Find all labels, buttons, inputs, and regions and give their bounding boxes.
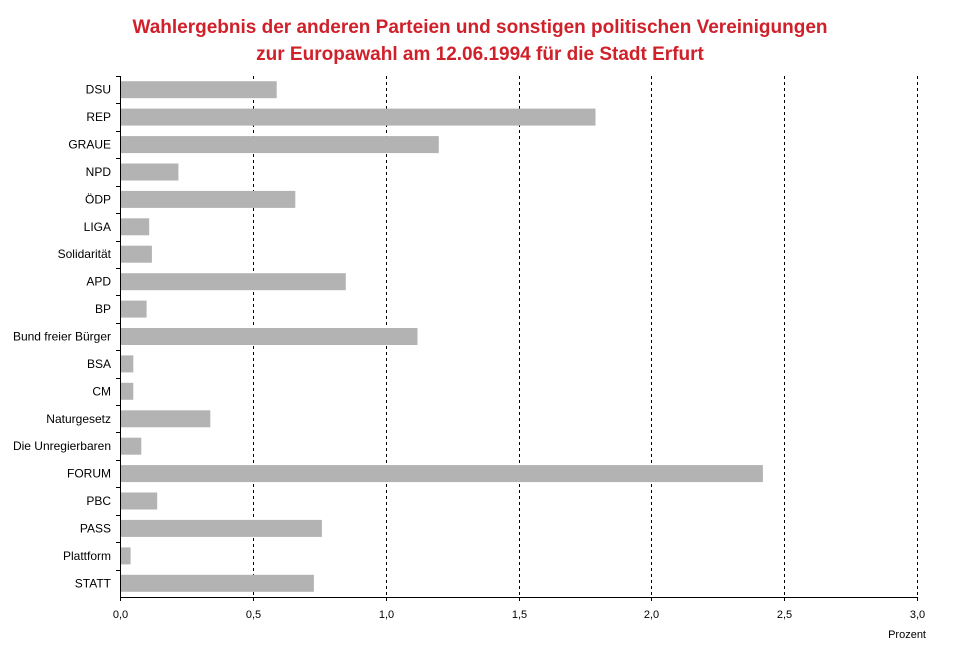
tick-labels: 0,0 0,5 1,0 1,5 2,0 2,5 3,0 [113, 609, 925, 621]
bar [121, 465, 763, 483]
category-label: PASS [80, 521, 111, 535]
x-tick-label: 1,0 [379, 609, 394, 621]
bar [121, 328, 418, 345]
bar [121, 574, 314, 592]
bar [121, 547, 131, 565]
category-label: NPD [86, 165, 112, 179]
chart-title: Wahlergebnis der anderen Parteien und so… [0, 14, 960, 68]
bar [121, 300, 147, 318]
category-label: PBC [86, 494, 111, 508]
category-label: Bund freier Bürger [13, 330, 111, 344]
category-label: Die Unregierbaren [13, 439, 111, 453]
category-label: GRAUE [68, 138, 111, 152]
category-label: LIGA [84, 220, 111, 234]
bar [121, 437, 142, 455]
bar [121, 355, 134, 373]
category-label: STATT [75, 576, 112, 590]
category-label: ÖDP [85, 192, 111, 206]
category-label: Solidarität [58, 247, 112, 261]
bar [121, 492, 158, 510]
category-label: APD [86, 275, 111, 289]
chart-title-line-2: zur Europawahl am 12.06.1994 für die Sta… [256, 44, 704, 65]
category-label: Plattform [63, 549, 111, 563]
chart-title-line-1: Wahlergebnis der anderen Parteien und so… [132, 17, 828, 38]
axes [116, 76, 918, 601]
category-label: Naturgesetz [46, 412, 111, 426]
bar [121, 519, 322, 537]
bar [121, 382, 134, 400]
bar [121, 81, 277, 99]
category-label: REP [86, 110, 111, 124]
category-label: DSU [86, 83, 111, 97]
bar [121, 273, 346, 291]
x-tick-label: 2,5 [777, 609, 792, 621]
category-label: BSA [87, 357, 111, 371]
x-tick-label: 2,0 [644, 609, 659, 621]
x-tick-label: 0,0 [113, 609, 128, 621]
x-tick-label: 3,0 [910, 609, 925, 621]
bars [121, 81, 763, 592]
bar [121, 108, 596, 126]
category-label: BP [95, 302, 111, 316]
bar [121, 136, 439, 154]
bar [121, 163, 179, 181]
bar [121, 190, 296, 208]
category-labels: DSU REP GRAUE NPD ÖDP LIGA Solidarität APD BP Bun… [13, 83, 112, 591]
category-label: FORUM [67, 467, 111, 481]
x-tick-label: 1,5 [512, 609, 527, 621]
x-axis-label: Prozent [888, 629, 926, 641]
bar [121, 410, 211, 428]
category-label: CM [92, 384, 111, 398]
bar [121, 245, 152, 263]
bar [121, 218, 150, 236]
x-tick-label: 0,5 [246, 609, 261, 621]
